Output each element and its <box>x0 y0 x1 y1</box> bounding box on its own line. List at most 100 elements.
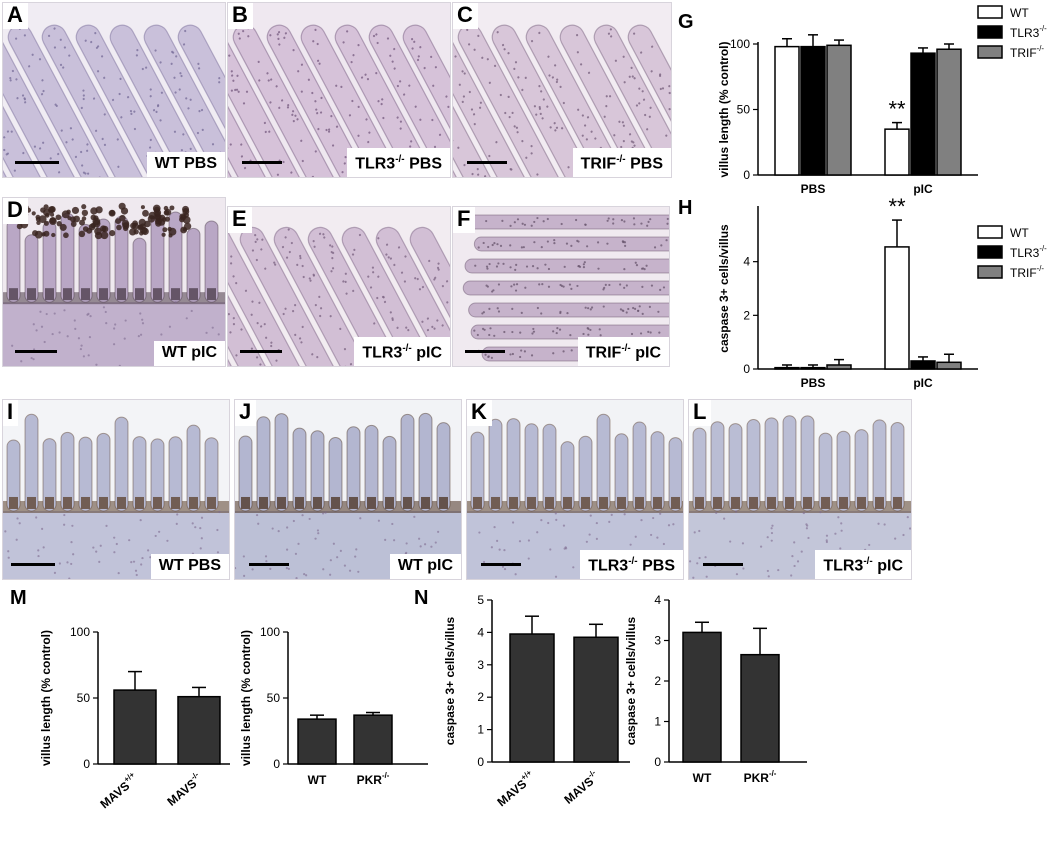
tissue-image <box>3 24 225 177</box>
panel-label: WT pIC <box>153 341 225 366</box>
panel-letter: N <box>414 587 428 609</box>
panel-letter: B <box>228 3 253 29</box>
y-tick-label: 2 <box>477 690 484 704</box>
x-tick-label: MAVS-/- <box>163 770 205 809</box>
tissue-image <box>3 413 229 579</box>
y-tick-label: 2 <box>654 674 661 688</box>
scale-bar <box>481 563 521 566</box>
y-tick-label: 5 <box>477 593 484 607</box>
panel-letter: M <box>10 587 27 609</box>
bar-pic-wt <box>884 128 910 176</box>
x-tick-label: pIC <box>913 376 933 390</box>
chart-n1: N 0 1 2 3 4 5 caspase 3+ cells/villus MAVS+/+ MAV… <box>410 582 640 841</box>
y-tick-label: 4 <box>477 625 484 639</box>
x-tick-label: pIC <box>913 182 933 196</box>
panel-label: TLR3-/- PBS <box>347 147 450 177</box>
y-tick-label: 100 <box>730 37 750 51</box>
panel-letter: E <box>228 207 252 233</box>
tissue-image <box>228 226 450 366</box>
y-tick-label: 4 <box>743 255 750 269</box>
legend-label: TRIF-/- <box>1010 44 1044 60</box>
panel-letter: K <box>467 400 492 426</box>
legend-swatch <box>977 225 1003 239</box>
panel-letter: L <box>689 400 712 426</box>
tissue-image <box>467 413 683 579</box>
y-tick-label: 1 <box>477 723 484 737</box>
scale-bar <box>11 563 55 566</box>
scale-bar <box>467 161 507 164</box>
panel-label: TLR3-/- pIC <box>815 549 911 579</box>
scale-bar <box>15 161 59 164</box>
legend: WT TLR3-/- TRIF-/- <box>977 225 1047 280</box>
bar-pbs-trif <box>826 44 852 176</box>
tissue-image <box>228 24 450 177</box>
panel-i: I WT PBS <box>2 399 230 580</box>
panel-letter: H <box>678 197 692 219</box>
y-axis-label: caspase 3+ cells/villus <box>717 224 731 353</box>
bar-pbs-wt <box>774 366 800 370</box>
panel-label: WT pIC <box>389 554 461 579</box>
y-axis-label: caspase 3+ cells/villus <box>624 616 638 745</box>
panel-letter: A <box>3 3 28 29</box>
legend-swatch <box>977 45 1003 59</box>
y-tick-label: 0 <box>83 757 90 771</box>
panel-d: D WT pIC <box>2 197 226 367</box>
x-tick-label: PKR-/- <box>357 771 390 787</box>
panel-f: F TRIF-/- pIC <box>452 206 670 367</box>
panel-b: B TLR3-/- PBS <box>227 2 451 178</box>
legend-swatch <box>977 25 1003 39</box>
panel-label: TLR3-/- pIC <box>354 336 450 366</box>
panel-label: TRIF-/- pIC <box>577 336 669 366</box>
bar-pbs-wt <box>774 45 800 176</box>
chart-m2: 0 50 100 villus length (% control) WT PKR-/- <box>239 582 450 841</box>
y-tick-label: 50 <box>737 103 751 117</box>
bar-mavs <box>509 633 555 763</box>
bar-wt <box>682 631 722 763</box>
x-tick-label: PBS <box>801 376 826 390</box>
legend-label: TRIF-/- <box>1010 264 1044 280</box>
y-axis-label: villus length (% control) <box>239 630 253 766</box>
significance-stars: ** <box>888 97 906 122</box>
legend: WT TLR3-/- TRIF-/- <box>977 5 1047 60</box>
legend-swatch <box>977 245 1003 259</box>
panel-label: WT PBS <box>150 554 229 579</box>
scale-bar <box>249 563 289 566</box>
bar-pkr <box>740 653 780 763</box>
legend-swatch <box>977 5 1003 19</box>
scale-bar <box>465 350 505 353</box>
y-axis-label: villus length (% control) <box>717 41 731 177</box>
legend-label: TLR3-/- <box>1010 244 1047 260</box>
panel-j: J WT pIC <box>234 399 462 580</box>
x-tick-label: PKR-/- <box>744 769 777 785</box>
legend-label: TLR3-/- <box>1010 24 1047 40</box>
bar-mavs <box>113 689 157 765</box>
chart-h: H 0 2 4 caspase 3+ cells/villus PBS ** pIC WT TLR… <box>678 192 1050 392</box>
chart-g: G 0 50 100 villus length (% control) PBS ** pIC… <box>678 0 1050 200</box>
scale-bar <box>15 350 57 353</box>
x-tick-label: WT <box>308 773 327 787</box>
y-tick-label: 1 <box>654 715 661 729</box>
y-tick-label: 0 <box>477 755 484 769</box>
legend-swatch <box>977 265 1003 279</box>
chart-m1: M 0 50 100 villus length (% control) MAVS+/+ M… <box>0 582 250 841</box>
tissue-image <box>453 24 671 177</box>
tissue-image <box>689 415 911 579</box>
panel-letter: J <box>235 400 257 426</box>
y-tick-label: 50 <box>267 691 281 705</box>
scale-bar <box>242 161 282 164</box>
bar-wt <box>297 718 337 765</box>
chart-n2: 0 1 2 3 4 caspase 3+ cells/villus WT PKR-/- <box>624 582 825 841</box>
y-tick-label: 0 <box>654 755 661 769</box>
y-tick-label: 3 <box>654 634 661 648</box>
significance-stars: ** <box>888 194 906 219</box>
panel-label: WT PBS <box>146 152 225 177</box>
y-tick-label: 0 <box>273 757 280 771</box>
panel-a: A WT PBS <box>2 2 226 178</box>
tissue-image <box>235 412 461 579</box>
bar-pic-trif <box>936 361 962 370</box>
y-axis-label: caspase 3+ cells/villus <box>443 616 457 745</box>
panel-letter: I <box>3 400 19 426</box>
panel-letter: G <box>678 11 694 33</box>
panel-k: K TLR3-/- PBS <box>466 399 684 580</box>
panel-e: E TLR3-/- pIC <box>227 206 451 367</box>
